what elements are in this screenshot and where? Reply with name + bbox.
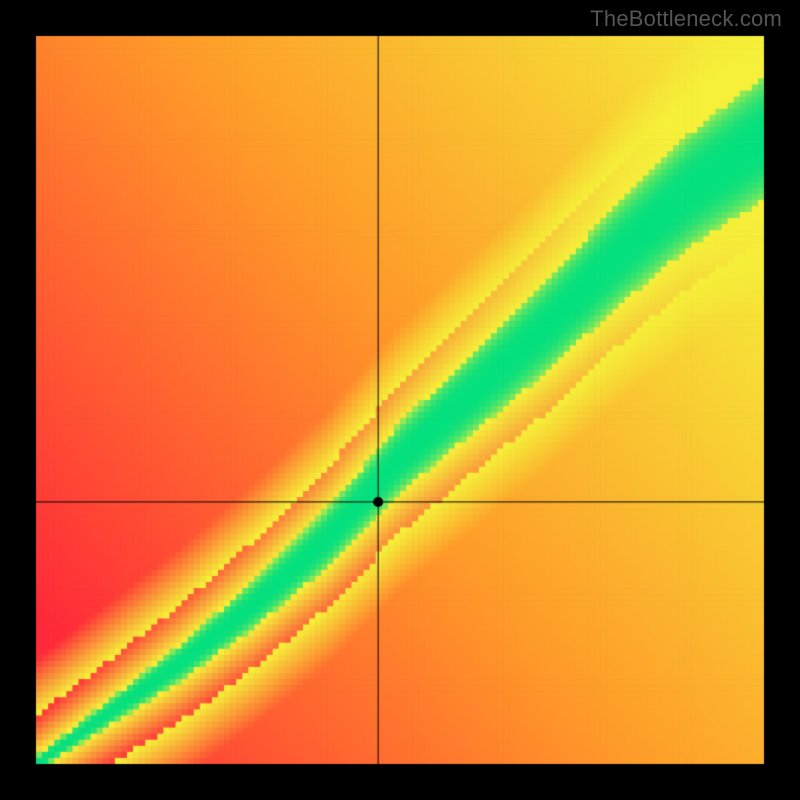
chart-container: TheBottleneck.com xyxy=(0,0,800,800)
bottleneck-heatmap xyxy=(0,0,800,800)
watermark-text: TheBottleneck.com xyxy=(590,6,782,32)
